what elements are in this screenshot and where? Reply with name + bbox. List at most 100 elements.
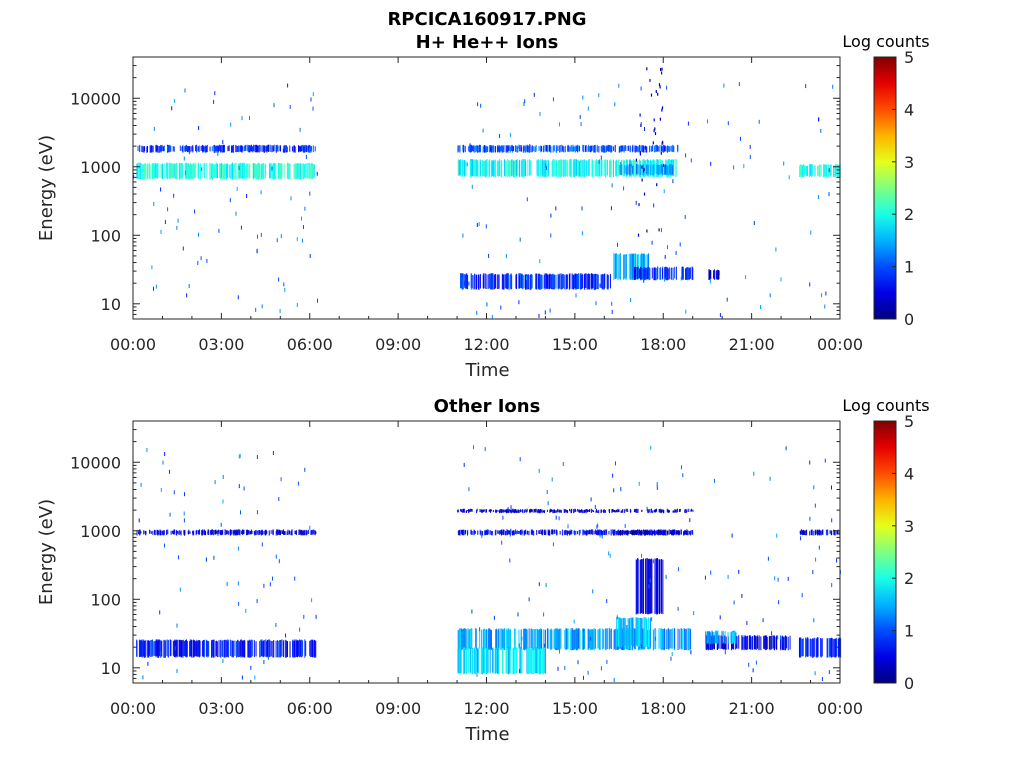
spectrogram-cell: [820, 639, 822, 658]
spectrogram-cell: [641, 530, 643, 535]
spectrogram-cell: [462, 160, 464, 176]
spectrogram-noise: [635, 200, 637, 205]
spectrogram-cell: [498, 530, 500, 534]
spectrogram-cell: [505, 530, 507, 535]
spectrogram-cell: [576, 159, 578, 176]
spectrogram-cell: [261, 639, 263, 656]
spectrogram-cell: [488, 160, 490, 177]
spectrogram-noise: [551, 477, 553, 482]
spectrogram-noise: [559, 122, 560, 127]
spectrogram-cell: [152, 145, 154, 153]
spectrogram-noise: [476, 223, 478, 227]
spectrogram-cell: [587, 530, 589, 534]
spectrogram-cell: [170, 530, 172, 535]
spectrogram-cell: [661, 108, 663, 112]
spectrogram-cell: [204, 145, 206, 152]
spectrogram-noise: [240, 510, 241, 515]
spectrogram-cell: [525, 628, 527, 649]
spectrogram-cell: [525, 160, 527, 176]
spectrogram-cell: [162, 531, 164, 535]
spectrogram-cell: [605, 159, 607, 177]
spectrogram-noise: [267, 655, 269, 660]
spectrogram-cell: [616, 531, 618, 536]
spectrogram-cell: [163, 530, 165, 536]
spectrogram-cell: [539, 509, 541, 514]
spectrogram-noise: [577, 660, 579, 665]
spectrogram-cell: [771, 635, 773, 649]
spectrogram-cell: [648, 619, 650, 648]
spectrogram-noise: [640, 644, 642, 649]
spectrogram-cell: [186, 641, 188, 657]
spectrogram-cell: [713, 270, 715, 279]
spectrogram-cell: [629, 508, 631, 513]
spectrogram-cell: [281, 530, 283, 534]
spectrogram-cell: [638, 165, 640, 176]
spectrogram-cell: [659, 164, 661, 175]
spectrogram-cell: [604, 629, 606, 650]
spectrogram-cell: [585, 509, 587, 514]
spectrogram-cell: [669, 146, 671, 152]
spectrogram-cell: [192, 639, 194, 658]
spectrogram-cell: [786, 636, 788, 649]
spectrogram-cell: [547, 530, 549, 536]
spectrogram-noise: [257, 234, 258, 239]
spectrogram-cell: [494, 146, 496, 153]
spectrogram-cell: [715, 632, 717, 643]
spectrogram-cell: [519, 160, 521, 177]
spectrogram-cell: [231, 529, 233, 535]
spectrogram-cell: [302, 144, 304, 152]
spectrogram-cell: [474, 145, 476, 153]
spectrogram-noise: [493, 615, 495, 620]
spectrogram-cell: [606, 628, 608, 650]
spectrogram-cell: [600, 510, 602, 513]
spectrogram-cell: [481, 509, 483, 513]
spectrogram-cell: [661, 141, 663, 145]
spectrogram-noise: [238, 484, 240, 489]
spectrogram-cell: [651, 146, 653, 152]
spectrogram-cell: [461, 273, 463, 290]
spectrogram-cell: [664, 267, 666, 279]
spectrogram-cell: [689, 267, 691, 279]
spectrogram-noise: [237, 581, 239, 586]
spectrogram-cell: [265, 145, 267, 152]
spectrogram-cell: [197, 641, 199, 657]
spectrogram-cell: [208, 641, 210, 657]
spectrogram-cell: [668, 529, 670, 535]
spectrogram-cell: [487, 146, 489, 152]
spectrogram-noise: [684, 509, 686, 514]
spectrogram-cell: [529, 275, 531, 290]
spectrogram-cell: [486, 274, 488, 289]
spectrogram-noise: [171, 106, 173, 111]
spectrogram-cell: [176, 531, 178, 534]
spectrogram-noise: [690, 650, 692, 655]
spectrogram-noise: [184, 492, 185, 497]
spectrogram-cell: [613, 509, 615, 513]
spectrogram-noise: [538, 313, 540, 318]
spectrogram-cell: [662, 268, 664, 279]
spectrogram-cell: [566, 510, 568, 512]
spectrogram-cell: [638, 529, 640, 536]
spectrogram-cell: [629, 145, 631, 152]
spectrogram-cell: [615, 628, 617, 651]
spectrogram-cell: [476, 160, 478, 176]
spectrogram-noise: [222, 659, 224, 663]
spectrogram-cell: [663, 629, 665, 651]
spectrogram-cell: [685, 531, 687, 535]
spectrogram-noise: [652, 559, 654, 564]
spectrogram-cell: [573, 508, 575, 513]
spectrogram-noise: [738, 569, 740, 574]
spectrogram-noise: [238, 601, 240, 606]
spectrogram-noise: [309, 146, 311, 151]
spectrogram-noise: [214, 480, 216, 485]
spectrogram-noise: [297, 481, 299, 486]
spectrogram-cell: [667, 146, 669, 152]
spectrogram-noise: [646, 506, 648, 511]
spectrogram-cell: [468, 145, 470, 153]
spectrogram-cell: [148, 641, 150, 658]
spectrogram-noise: [545, 583, 547, 588]
spectrogram-noise: [222, 474, 224, 479]
spectrogram-cell: [471, 648, 473, 675]
spectrogram-cell: [611, 146, 613, 152]
spectrogram-noise: [538, 582, 540, 587]
